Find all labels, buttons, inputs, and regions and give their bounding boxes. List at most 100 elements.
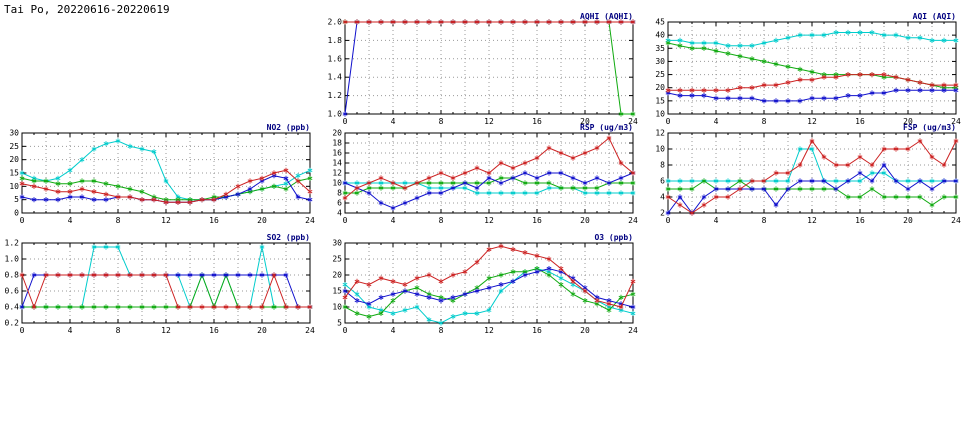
x-tick-label: 4 — [714, 117, 719, 126]
x-tick-label: 12 — [807, 216, 817, 225]
x-tick-label: 20 — [580, 117, 590, 126]
series-blue-markers — [342, 170, 636, 211]
chart-rsp: 4 6 8 10 12 14 16 18 20 0 4 8 12 16 20 24 RSP (ug/m3) — [323, 121, 645, 229]
y-tick-label: 45 — [655, 18, 665, 27]
chart-title: SO2 (ppb) — [267, 233, 310, 242]
chart-title: AQHI (AQHI) — [580, 12, 633, 21]
x-tick-label: 16 — [209, 326, 219, 335]
y-tick-label: 0 — [14, 209, 19, 218]
x-tick-label: 16 — [855, 117, 865, 126]
y-tick-label: 20 — [332, 129, 342, 138]
y-tick-label: 8 — [660, 161, 665, 170]
series-cyan-markers — [665, 29, 959, 49]
chart-o3: 5 10 15 20 25 30 0 4 8 12 16 20 24 O3 (ppb) — [323, 231, 645, 339]
x-tick-label: 16 — [532, 216, 542, 225]
x-tick-label: 0 — [20, 326, 25, 335]
series-blue-line — [344, 21, 633, 115]
x-tick-label: 0 — [343, 117, 348, 126]
series-red-markers — [665, 72, 959, 93]
x-tick-label: 24 — [628, 216, 638, 225]
x-tick-label: 0 — [666, 216, 671, 225]
x-tick-label: 20 — [580, 216, 590, 225]
chart-title: RSP (ug/m3) — [580, 123, 633, 132]
y-tick-label: 10 — [332, 303, 342, 312]
chart-fsp: 2 4 6 8 10 12 0 4 8 12 16 20 24 FSP (ug/m3) — [646, 121, 968, 229]
x-tick-label: 24 — [628, 326, 638, 335]
x-tick-label: 16 — [855, 216, 865, 225]
x-tick-label: 8 — [116, 216, 121, 225]
x-tick-label: 24 — [305, 326, 315, 335]
chart-title: FSP (ug/m3) — [903, 123, 956, 132]
x-tick-label: 12 — [484, 326, 494, 335]
chart-so2: 0.2 0.4 0.6 0.8 1.0 1.2 0 4 8 12 16 20 24 SO2 (ppb) — [0, 231, 322, 339]
y-tick-label: 16 — [332, 149, 342, 158]
x-tick-label: 12 — [484, 216, 494, 225]
x-tick-label: 20 — [580, 326, 590, 335]
x-tick-label: 4 — [391, 117, 396, 126]
chart-canvas-aqi: 10 15 20 25 30 35 40 45 0 4 8 12 16 20 24 AQI (AQI) — [655, 12, 961, 126]
x-tick-label: 12 — [484, 117, 494, 126]
y-tick-label: 4 — [337, 209, 342, 218]
y-tick-label: 1.6 — [328, 54, 343, 63]
y-tick-label: 6 — [337, 199, 342, 208]
chart-aqhi: 1.0 1.2 1.4 1.6 1.8 2.0 0 4 8 12 16 20 24 AQHI (AQHI) — [323, 10, 645, 130]
y-tick-label: 40 — [655, 31, 665, 40]
y-tick-label: 1.0 — [5, 255, 20, 264]
x-tick-label: 4 — [391, 216, 396, 225]
y-tick-label: 4 — [660, 193, 665, 202]
x-tick-label: 12 — [807, 117, 817, 126]
y-tick-label: 15 — [332, 287, 342, 296]
x-tick-label: 0 — [343, 326, 348, 335]
x-tick-label: 4 — [391, 326, 396, 335]
y-tick-label: 1.2 — [328, 91, 343, 100]
x-tick-label: 16 — [209, 216, 219, 225]
plot-border — [344, 21, 634, 115]
x-tick-label: 8 — [762, 216, 767, 225]
series-blue-markers — [342, 266, 636, 310]
series-red-markers — [342, 19, 636, 25]
y-tick-label: 35 — [655, 44, 665, 53]
series-red-markers — [19, 167, 313, 205]
y-tick-label: 1.8 — [328, 36, 343, 45]
y-tick-label: 0.4 — [5, 303, 20, 312]
y-tick-label: 20 — [655, 83, 665, 92]
series-blue-markers — [665, 87, 959, 104]
x-tick-label: 20 — [257, 216, 267, 225]
series-red-markers — [342, 243, 636, 310]
y-tick-label: 30 — [655, 57, 665, 66]
x-tick-label: 24 — [628, 117, 638, 126]
series-green-line — [345, 21, 633, 115]
y-tick-label: 2 — [660, 209, 665, 218]
y-tick-label: 6 — [660, 177, 665, 186]
x-tick-label: 4 — [714, 216, 719, 225]
chart-title: NO2 (ppb) — [267, 123, 310, 132]
x-tick-label: 0 — [666, 117, 671, 126]
series-cyan-markers — [19, 138, 313, 203]
x-tick-label: 0 — [20, 216, 25, 225]
x-tick-label: 8 — [439, 216, 444, 225]
x-tick-label: 24 — [951, 216, 961, 225]
x-tick-label: 20 — [903, 117, 913, 126]
y-tick-label: 10 — [655, 145, 665, 154]
x-tick-label: 12 — [161, 216, 171, 225]
x-tick-label: 8 — [116, 326, 121, 335]
y-tick-label: 0.2 — [5, 319, 20, 328]
x-tick-label: 16 — [532, 117, 542, 126]
x-tick-label: 12 — [161, 326, 171, 335]
y-tick-label: 18 — [332, 139, 342, 148]
y-tick-label: 1.2 — [5, 239, 20, 248]
x-tick-label: 0 — [343, 216, 348, 225]
series-red-markers — [19, 272, 313, 310]
chart-no2: 0 5 10 15 20 25 30 0 4 8 12 16 20 24 NO2 (ppb) — [0, 121, 322, 229]
y-tick-label: 15 — [9, 169, 19, 178]
y-tick-label: 1.4 — [328, 73, 343, 82]
y-tick-label: 25 — [9, 142, 19, 151]
page-title: Tai Po, 20220616-20220619 — [4, 3, 170, 16]
x-tick-label: 8 — [762, 117, 767, 126]
x-tick-label: 24 — [305, 216, 315, 225]
chart-title: O3 (ppb) — [594, 233, 633, 242]
chart-canvas-aqhi: 1.0 1.2 1.4 1.6 1.8 2.0 0 4 8 12 16 20 24 AQHI (AQHI) — [328, 12, 638, 126]
y-tick-label: 20 — [332, 271, 342, 280]
chart-canvas-no2: 0 5 10 15 20 25 30 0 4 8 12 16 20 24 NO2 (ppb) — [9, 123, 315, 225]
